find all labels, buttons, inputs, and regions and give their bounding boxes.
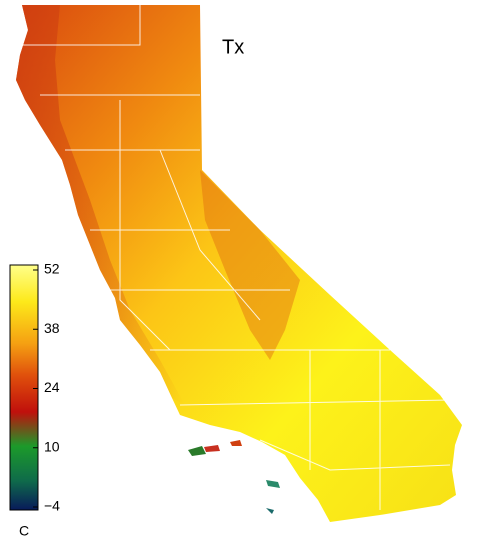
colorbar-tick-label: 10	[44, 438, 60, 454]
colorbar-ramp	[9, 264, 39, 511]
colorbar-tick-label: 38	[44, 320, 60, 336]
colorbar-tick-label: 24	[44, 379, 60, 395]
colorbar-unit: C	[19, 523, 29, 539]
mountain-shade	[200, 170, 300, 360]
coast-shade	[16, 5, 185, 405]
island	[188, 446, 206, 456]
island	[266, 508, 274, 514]
colorbar: −4 10 24 38 52	[9, 261, 60, 514]
map-title: Tx	[222, 36, 244, 58]
california-map	[16, 5, 462, 522]
county-lines	[20, 5, 451, 510]
island	[230, 440, 242, 446]
island	[204, 445, 220, 452]
colorbar-tick-label: 52	[44, 261, 60, 277]
colorbar-tick-label: −4	[44, 498, 60, 514]
state-shape	[16, 5, 462, 522]
island	[266, 480, 280, 488]
islands	[188, 440, 280, 514]
